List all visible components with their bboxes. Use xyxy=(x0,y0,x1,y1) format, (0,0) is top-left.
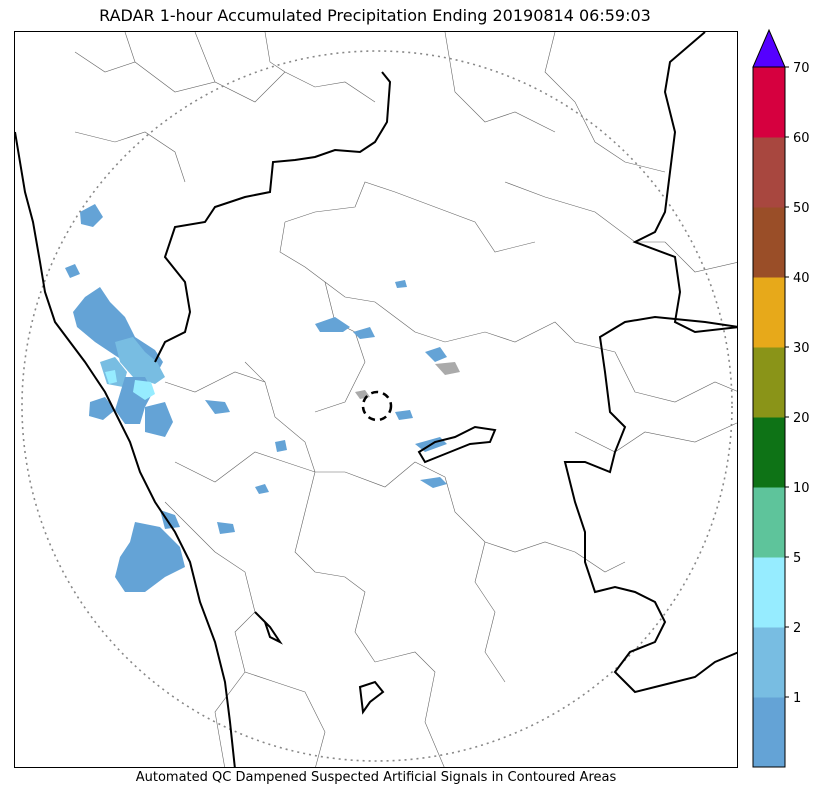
colorbar-tick-label: 30 xyxy=(793,341,810,356)
colorbar-tick-label: 20 xyxy=(793,411,810,426)
colorbar-tick-label: 50 xyxy=(793,201,810,216)
colorbar-tick-label: 5 xyxy=(793,551,801,566)
colorbar-bin xyxy=(753,417,785,488)
state-boundaries xyxy=(154,32,737,715)
page-title: RADAR 1-hour Accumulated Precipitation E… xyxy=(99,6,651,25)
colorbar-extend-triangle xyxy=(752,28,786,68)
colorbar-bin xyxy=(753,137,785,208)
precip-patches xyxy=(65,204,460,592)
range-ring xyxy=(21,50,733,762)
colorbar-tick-label: 1 xyxy=(793,691,801,706)
colorbar: 1 2 5 10 20 30 40 50 60 70 xyxy=(752,28,810,768)
colorbar-bin xyxy=(753,67,785,138)
map-footer-note: Automated QC Dampened Suspected Artifici… xyxy=(135,770,617,785)
radar-site-marker[interactable] xyxy=(361,390,393,422)
radar-map[interactable] xyxy=(14,31,738,768)
colorbar-tick-label: 60 xyxy=(793,131,810,146)
colorbar-tick-label: 40 xyxy=(793,271,810,286)
colorbar-bin xyxy=(753,627,785,698)
colorbar-tick-label: 10 xyxy=(793,481,810,496)
colorbar-tick-label: 2 xyxy=(793,621,801,636)
colorbar-bin xyxy=(753,207,785,278)
district-boundaries xyxy=(74,32,737,767)
colorbar-bin xyxy=(753,697,785,768)
coastline xyxy=(15,131,236,767)
colorbar-bin xyxy=(753,557,785,628)
map-canvas xyxy=(15,32,737,767)
colorbar-bin xyxy=(753,277,785,348)
colorbar-bin xyxy=(753,347,785,418)
colorbar-bin xyxy=(753,487,785,558)
colorbar-tick-label: 70 xyxy=(793,61,810,76)
